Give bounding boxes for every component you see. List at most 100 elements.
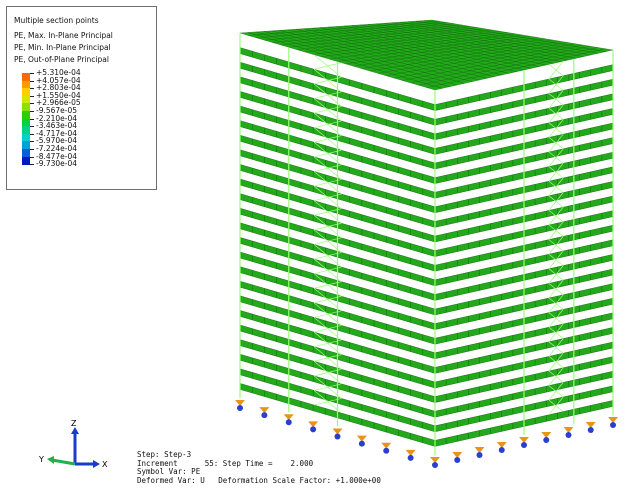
frame-brace (314, 62, 342, 70)
support-symbol (405, 449, 416, 456)
legend-value: +2.803e-04 (36, 83, 81, 93)
legend-tick (30, 80, 34, 82)
frame-brace (548, 309, 564, 328)
boundary-supports (235, 400, 618, 468)
frame-brace (314, 164, 342, 172)
support-base (498, 447, 505, 453)
support-base (261, 412, 268, 419)
frame-brace (548, 221, 564, 240)
increment-label: Increment 55: Step Time = 2.000 (137, 458, 314, 468)
frame-brace (314, 281, 342, 289)
support-symbol (283, 414, 294, 421)
support-base (543, 437, 550, 443)
support-base (521, 442, 527, 448)
support-base (237, 405, 243, 411)
frame-brace (314, 354, 342, 362)
legend-variable-min: PE, Min. In-Plane Principal (14, 43, 111, 52)
frame-brace (548, 352, 564, 372)
contour-legend[interactable]: Multiple section points PE, Max. In-Plan… (6, 6, 157, 190)
frame-brace (548, 279, 564, 299)
frame-brace (314, 237, 342, 245)
legend-tick (30, 156, 34, 158)
support-symbol (519, 437, 529, 443)
legend-tick (30, 141, 34, 143)
legend-tick (30, 126, 34, 128)
triad-y-label: Y (38, 455, 44, 464)
frame-brace (314, 398, 342, 406)
frame-brace (314, 310, 342, 318)
frame-brace (548, 396, 564, 416)
frame-brace (548, 367, 564, 386)
frame-brace (314, 383, 342, 391)
frame-brace (314, 208, 342, 216)
support-base (476, 452, 483, 458)
support-base (454, 457, 461, 463)
slab-grid-line (423, 20, 606, 52)
slab-grid-line (418, 47, 598, 86)
legend-swatch (22, 80, 30, 89)
frame-brace (548, 104, 564, 124)
frame-brace (548, 75, 564, 94)
frame-brace (314, 106, 342, 114)
frame-brace (548, 265, 564, 284)
frame-brace (548, 250, 564, 270)
legend-swatch (22, 103, 30, 112)
frame-brace (314, 339, 342, 348)
support-base (358, 440, 365, 447)
legend-value: -4.717e-04 (36, 128, 78, 138)
support-symbol (259, 407, 270, 414)
legend-swatch (22, 133, 30, 142)
frame-brace (314, 91, 342, 99)
frame-members (239, 33, 614, 455)
support-symbol (332, 428, 343, 435)
slab-grid-line (415, 20, 599, 54)
frame-brace (314, 222, 342, 231)
frame-brace (314, 76, 342, 85)
legend-title: Multiple section points (14, 16, 99, 25)
legend-tick (30, 103, 34, 105)
legend-value: -7.224e-04 (36, 144, 78, 153)
support-symbol (608, 417, 618, 423)
floor-slabs (239, 47, 614, 447)
frame-brace (548, 192, 564, 211)
slab-grid-line (410, 45, 591, 84)
slab-grid-line (426, 48, 606, 88)
legend-tick (30, 149, 34, 150)
frame-brace (314, 120, 342, 129)
legend-swatch (22, 88, 30, 97)
legend-tick (30, 95, 34, 97)
legend-swatch (22, 111, 30, 120)
support-symbol (308, 421, 319, 428)
legend-tick (30, 111, 34, 112)
frame-brace (314, 325, 342, 333)
frame-brace (314, 266, 342, 275)
legend-tick (30, 164, 34, 166)
support-symbol (541, 432, 552, 438)
support-base (610, 422, 616, 428)
frame-brace (314, 252, 342, 260)
legend-swatch (22, 95, 30, 104)
slab-grid-line (407, 21, 591, 56)
legend-value: -5.970e-04 (36, 136, 78, 146)
support-symbol (356, 435, 367, 442)
slab-grid (239, 19, 614, 91)
support-symbol (452, 452, 463, 458)
legend-swatch (22, 73, 30, 82)
support-base (334, 433, 341, 440)
slab-grid-line (431, 19, 614, 51)
legend-value: +2.966e-05 (36, 98, 81, 108)
legend-swatch (22, 156, 30, 165)
legend-tick (30, 88, 34, 90)
frame-brace (548, 60, 564, 80)
frame-brace (548, 323, 564, 343)
frame-brace (548, 119, 564, 138)
support-base (432, 462, 438, 468)
support-base (383, 447, 390, 454)
triad-x-label: X (102, 460, 108, 469)
frame-brace (548, 236, 564, 255)
frame-brace (548, 382, 564, 401)
support-symbol (430, 457, 440, 463)
frame-brace (314, 295, 342, 304)
deformed-var-label: Deformed Var: U Deformation Scale Factor… (137, 475, 381, 485)
